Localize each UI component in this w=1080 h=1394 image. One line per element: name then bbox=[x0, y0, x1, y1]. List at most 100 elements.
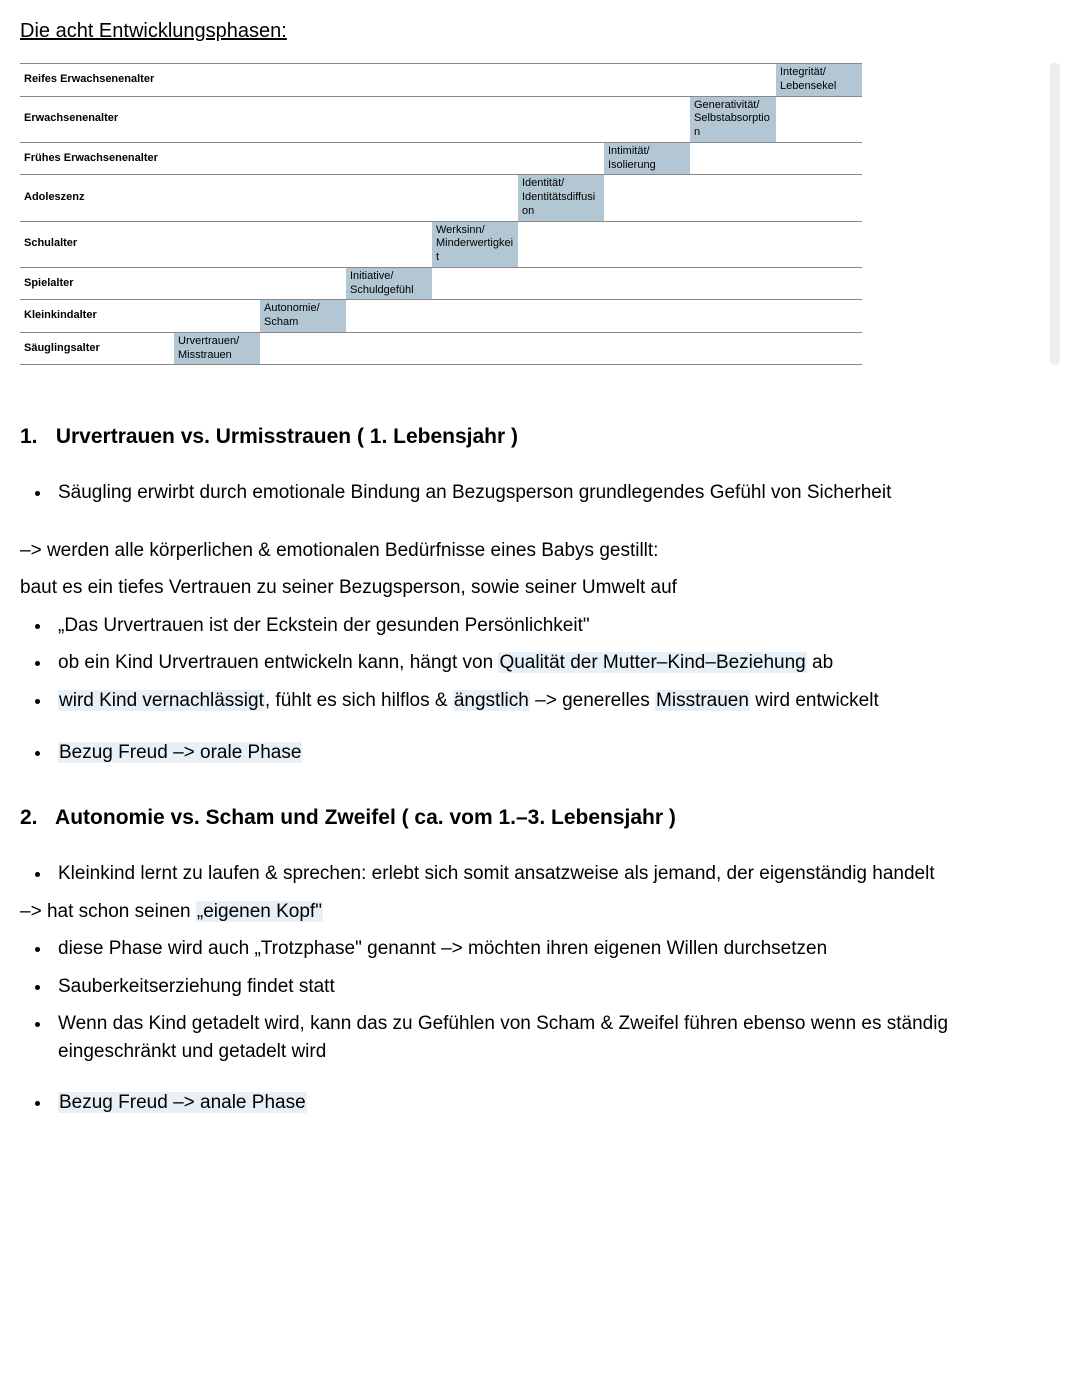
highlight: Bezug Freud –> anale Phase bbox=[58, 1092, 307, 1113]
table-cell bbox=[776, 142, 862, 175]
bullet-item: Bezug Freud –> orale Phase bbox=[52, 739, 1060, 767]
table-cell bbox=[518, 267, 604, 300]
highlight: wird Kind vernachlässigt bbox=[58, 690, 265, 711]
bullet-item: wird Kind vernachlässigt, fühlt es sich … bbox=[52, 687, 1060, 715]
table-cell bbox=[604, 300, 690, 333]
table-cell bbox=[604, 175, 690, 221]
table-cell bbox=[604, 96, 690, 142]
table-cell bbox=[604, 221, 690, 267]
bullet-list: Säugling erwirbt durch emotionale Bindun… bbox=[20, 479, 1060, 507]
table-cell bbox=[690, 332, 776, 365]
table-cell bbox=[690, 221, 776, 267]
highlight: „eigenen Kopf" bbox=[196, 901, 323, 922]
row-label: Spielalter bbox=[20, 267, 174, 300]
scroll-indicator bbox=[1050, 63, 1060, 365]
section-number: 1. bbox=[20, 425, 50, 449]
bullet-item: „Das Urvertrauen ist der Eckstein der ge… bbox=[52, 612, 1060, 640]
table-cell: Intimität/ Isolierung bbox=[604, 142, 690, 175]
bullet-list: Kleinkind lernt zu laufen & sprechen: er… bbox=[20, 860, 1060, 888]
table-cell bbox=[690, 300, 776, 333]
table-cell bbox=[260, 142, 346, 175]
highlight: Qualität der Mutter–Kind–Beziehung bbox=[498, 652, 806, 673]
table-cell bbox=[518, 332, 604, 365]
table-cell: Urvertrauen/ Misstrauen bbox=[174, 332, 260, 365]
bullet-item: diese Phase wird auch „Trotzphase" genan… bbox=[52, 935, 1060, 963]
table-cell bbox=[776, 300, 862, 333]
table-cell bbox=[432, 300, 518, 333]
bullet-item: ob ein Kind Urvertrauen entwickeln kann,… bbox=[52, 649, 1060, 677]
table-cell bbox=[346, 96, 432, 142]
table-cell bbox=[432, 175, 518, 221]
bullet-item: Wenn das Kind getadelt wird, kann das zu… bbox=[52, 1010, 1060, 1065]
table-cell bbox=[690, 142, 776, 175]
table-cell bbox=[174, 175, 260, 221]
row-label: Kleinkindalter bbox=[20, 300, 174, 333]
table-cell bbox=[260, 221, 346, 267]
table-cell: Werksinn/ Minderwertigkeit bbox=[432, 221, 518, 267]
paragraph: –> hat schon seinen „eigenen Kopf" bbox=[20, 898, 1060, 926]
table-cell bbox=[174, 300, 260, 333]
table-cell bbox=[260, 175, 346, 221]
bullet-list: diese Phase wird auch „Trotzphase" genan… bbox=[20, 935, 1060, 1065]
table-cell bbox=[174, 96, 260, 142]
table-cell bbox=[604, 332, 690, 365]
table-cell bbox=[346, 142, 432, 175]
table-cell bbox=[604, 64, 690, 97]
section: 2. Autonomie vs. Scham und Zweifel ( ca.… bbox=[20, 806, 1060, 1117]
table-cell bbox=[518, 142, 604, 175]
table-cell bbox=[432, 64, 518, 97]
table-cell bbox=[260, 267, 346, 300]
table-cell bbox=[432, 96, 518, 142]
table-cell bbox=[432, 332, 518, 365]
table-cell bbox=[346, 300, 432, 333]
bullet-item: Säugling erwirbt durch emotionale Bindun… bbox=[52, 479, 1060, 507]
table-cell bbox=[690, 64, 776, 97]
table-cell bbox=[518, 64, 604, 97]
development-table: Reifes Erwachsenenalter Integrität/ Leben… bbox=[20, 63, 1060, 365]
bullet-list: Bezug Freud –> orale Phase bbox=[20, 739, 1060, 767]
section-heading: 1. Urvertrauen vs. Urmisstrauen ( 1. Leb… bbox=[20, 425, 1060, 449]
table-cell bbox=[174, 221, 260, 267]
section-heading: 2. Autonomie vs. Scham und Zweifel ( ca.… bbox=[20, 806, 1060, 830]
row-label: Säuglingsalter bbox=[20, 332, 174, 365]
paragraph: baut es ein tiefes Vertrauen zu seiner B… bbox=[20, 574, 1060, 602]
section-number: 2. bbox=[20, 806, 50, 830]
row-label: Reifes Erwachsenenalter bbox=[20, 64, 174, 97]
bullet-list: Bezug Freud –> anale Phase bbox=[20, 1089, 1060, 1117]
bullet-item: Sauberkeitserziehung findet statt bbox=[52, 973, 1060, 1001]
page-title: Die acht Entwicklungsphasen: bbox=[20, 20, 1060, 43]
table-cell bbox=[174, 267, 260, 300]
table-cell bbox=[690, 175, 776, 221]
table-cell bbox=[776, 96, 862, 142]
table-cell bbox=[776, 332, 862, 365]
table-cell: Autonomie/ Scham bbox=[260, 300, 346, 333]
section: 1. Urvertrauen vs. Urmisstrauen ( 1. Leb… bbox=[20, 425, 1060, 766]
highlight: Bezug Freud –> orale Phase bbox=[58, 742, 302, 763]
table-cell bbox=[690, 267, 776, 300]
highlight: Misstrauen bbox=[655, 690, 750, 711]
table-cell bbox=[518, 300, 604, 333]
table-cell: Identität/ Identitätsdiffusion bbox=[518, 175, 604, 221]
table-cell bbox=[776, 175, 862, 221]
table-cell bbox=[346, 332, 432, 365]
table-cell bbox=[518, 221, 604, 267]
bullet-item: Kleinkind lernt zu laufen & sprechen: er… bbox=[52, 860, 1060, 888]
row-label: Adoleszenz bbox=[20, 175, 174, 221]
table-cell bbox=[346, 175, 432, 221]
sections: 1. Urvertrauen vs. Urmisstrauen ( 1. Leb… bbox=[20, 425, 1060, 1117]
table-cell bbox=[346, 221, 432, 267]
table-cell bbox=[260, 64, 346, 97]
table-cell bbox=[260, 332, 346, 365]
table-cell: Integrität/ Lebensekel bbox=[776, 64, 862, 97]
row-label: Erwachsenenalter bbox=[20, 96, 174, 142]
row-label: Schulalter bbox=[20, 221, 174, 267]
table-cell bbox=[776, 267, 862, 300]
bullet-list: „Das Urvertrauen ist der Eckstein der ge… bbox=[20, 612, 1060, 715]
table-cell bbox=[260, 96, 346, 142]
paragraph: –> werden alle körperlichen & emotionale… bbox=[20, 537, 1060, 565]
table-cell bbox=[432, 267, 518, 300]
table-cell bbox=[174, 142, 260, 175]
table-wrap: Reifes Erwachsenenalter Integrität/ Leben… bbox=[20, 63, 1060, 365]
table-cell: Generativität/ Selbstabsorption bbox=[690, 96, 776, 142]
table-cell bbox=[346, 64, 432, 97]
